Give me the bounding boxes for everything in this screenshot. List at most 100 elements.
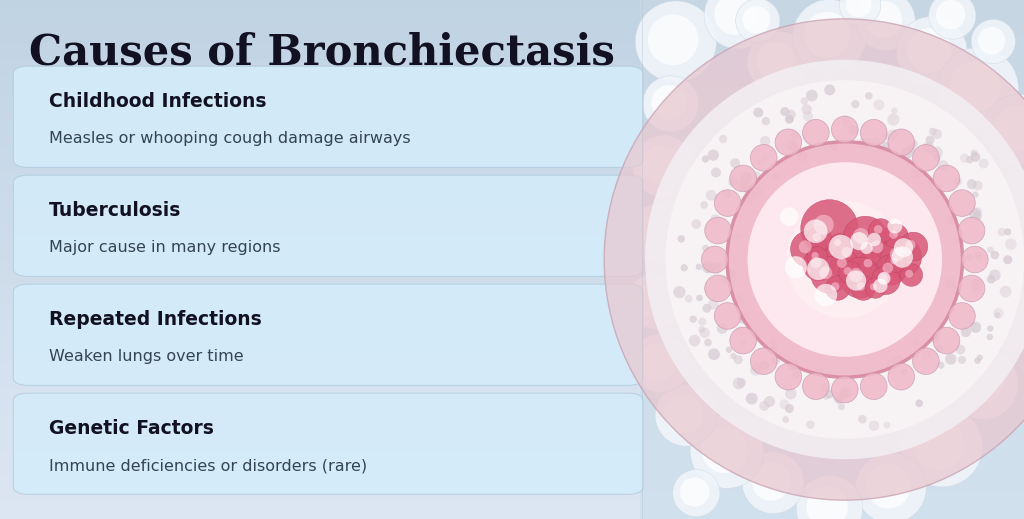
- Ellipse shape: [954, 177, 962, 185]
- FancyBboxPatch shape: [640, 346, 1024, 354]
- Ellipse shape: [886, 359, 897, 371]
- FancyBboxPatch shape: [640, 502, 1024, 510]
- Ellipse shape: [970, 322, 981, 333]
- FancyBboxPatch shape: [640, 432, 1024, 441]
- FancyBboxPatch shape: [0, 121, 640, 130]
- FancyBboxPatch shape: [0, 69, 640, 78]
- FancyBboxPatch shape: [640, 251, 1024, 260]
- FancyBboxPatch shape: [640, 95, 1024, 104]
- Ellipse shape: [936, 345, 943, 352]
- Ellipse shape: [907, 144, 915, 153]
- Ellipse shape: [878, 272, 891, 285]
- FancyBboxPatch shape: [0, 78, 640, 87]
- FancyBboxPatch shape: [640, 493, 1024, 502]
- FancyBboxPatch shape: [0, 467, 640, 476]
- FancyBboxPatch shape: [640, 0, 1024, 9]
- Ellipse shape: [719, 135, 727, 143]
- Ellipse shape: [932, 332, 940, 340]
- FancyBboxPatch shape: [0, 294, 640, 303]
- FancyBboxPatch shape: [640, 147, 1024, 156]
- Ellipse shape: [797, 475, 862, 519]
- Ellipse shape: [901, 406, 983, 487]
- FancyBboxPatch shape: [0, 311, 640, 320]
- Ellipse shape: [840, 257, 881, 298]
- FancyBboxPatch shape: [0, 415, 640, 424]
- Text: Major cause in many regions: Major cause in many regions: [49, 240, 281, 255]
- Ellipse shape: [814, 215, 834, 235]
- Ellipse shape: [735, 294, 743, 303]
- Ellipse shape: [698, 326, 706, 333]
- Ellipse shape: [748, 31, 809, 93]
- Ellipse shape: [888, 218, 902, 234]
- Ellipse shape: [681, 264, 688, 271]
- Ellipse shape: [958, 275, 985, 302]
- Ellipse shape: [705, 0, 770, 49]
- Ellipse shape: [937, 48, 1019, 129]
- Ellipse shape: [833, 145, 839, 152]
- Ellipse shape: [631, 334, 690, 393]
- Ellipse shape: [858, 252, 883, 277]
- Ellipse shape: [635, 1, 717, 82]
- Ellipse shape: [810, 257, 821, 268]
- Ellipse shape: [696, 295, 702, 301]
- Ellipse shape: [803, 111, 813, 121]
- FancyBboxPatch shape: [640, 17, 1024, 26]
- Ellipse shape: [878, 274, 888, 283]
- Ellipse shape: [958, 361, 1002, 405]
- Ellipse shape: [1004, 166, 1024, 228]
- Ellipse shape: [892, 247, 913, 268]
- Ellipse shape: [955, 228, 963, 235]
- Ellipse shape: [824, 85, 836, 95]
- Ellipse shape: [730, 353, 736, 359]
- Text: Repeated Infections: Repeated Infections: [49, 310, 262, 329]
- Ellipse shape: [700, 201, 708, 209]
- FancyBboxPatch shape: [0, 432, 640, 441]
- Ellipse shape: [812, 233, 821, 241]
- Ellipse shape: [643, 76, 698, 132]
- Ellipse shape: [881, 237, 922, 277]
- FancyBboxPatch shape: [640, 216, 1024, 225]
- Ellipse shape: [860, 373, 887, 400]
- FancyBboxPatch shape: [0, 0, 640, 9]
- FancyBboxPatch shape: [640, 130, 1024, 139]
- Ellipse shape: [775, 129, 802, 156]
- FancyBboxPatch shape: [0, 320, 640, 329]
- Ellipse shape: [839, 261, 861, 284]
- FancyBboxPatch shape: [0, 9, 640, 17]
- Ellipse shape: [775, 363, 802, 390]
- Ellipse shape: [923, 142, 934, 154]
- Ellipse shape: [858, 138, 869, 148]
- Ellipse shape: [799, 240, 812, 253]
- FancyBboxPatch shape: [0, 346, 640, 354]
- Ellipse shape: [865, 278, 886, 298]
- Ellipse shape: [871, 266, 900, 295]
- Ellipse shape: [915, 400, 923, 407]
- Ellipse shape: [735, 326, 744, 335]
- Ellipse shape: [972, 285, 982, 295]
- FancyBboxPatch shape: [640, 87, 1024, 95]
- Ellipse shape: [912, 144, 939, 171]
- FancyBboxPatch shape: [640, 329, 1024, 337]
- FancyBboxPatch shape: [0, 113, 640, 121]
- Ellipse shape: [958, 356, 966, 364]
- Ellipse shape: [987, 325, 993, 332]
- FancyBboxPatch shape: [0, 190, 640, 199]
- FancyBboxPatch shape: [0, 424, 640, 432]
- FancyBboxPatch shape: [640, 208, 1024, 216]
- Ellipse shape: [972, 192, 979, 198]
- Ellipse shape: [728, 177, 738, 187]
- Ellipse shape: [806, 90, 818, 102]
- Ellipse shape: [628, 204, 687, 263]
- Ellipse shape: [825, 389, 834, 399]
- Ellipse shape: [628, 273, 683, 329]
- Ellipse shape: [780, 207, 799, 226]
- Ellipse shape: [807, 247, 827, 267]
- Ellipse shape: [922, 350, 931, 360]
- Ellipse shape: [973, 212, 982, 221]
- Ellipse shape: [797, 151, 808, 161]
- Ellipse shape: [735, 0, 780, 43]
- FancyBboxPatch shape: [0, 95, 640, 104]
- Ellipse shape: [807, 258, 829, 280]
- Ellipse shape: [838, 403, 845, 410]
- Ellipse shape: [770, 345, 777, 351]
